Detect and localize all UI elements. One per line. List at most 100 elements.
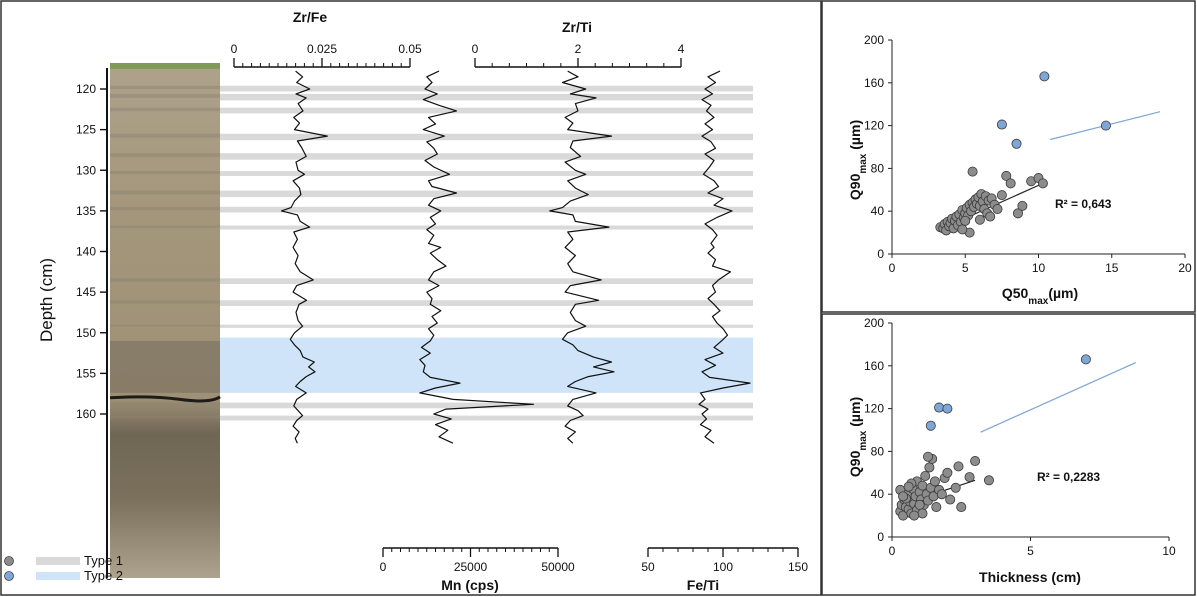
- frame-left: [0, 0, 822, 596]
- type1-band: [220, 300, 753, 306]
- data-point: [898, 491, 909, 502]
- data-point: [1100, 120, 1111, 131]
- depth-axis: 120 125 130 135 140 145 150 155 160 Depth (cm): [37, 68, 108, 578]
- data-point: [996, 119, 1007, 130]
- data-point: [920, 471, 931, 482]
- profile-zrfe: [280, 70, 328, 444]
- legend-type1-marker: [4, 556, 14, 566]
- data-point: [1001, 170, 1012, 181]
- x-tick-label: 10: [1032, 261, 1046, 275]
- y-tick-label: 40: [871, 204, 885, 218]
- legend: Type 1 Type 2: [4, 553, 123, 583]
- x-tick-label: 10: [1162, 544, 1176, 558]
- data-point: [964, 472, 975, 483]
- core-lamina: [110, 133, 220, 138]
- core-lamina: [110, 300, 220, 304]
- y-tick-label: 40: [871, 487, 885, 501]
- zrfe-tick-label: 0: [231, 42, 238, 56]
- data-point: [1039, 71, 1050, 82]
- data-point: [1011, 138, 1022, 149]
- y-tick-label: 0: [877, 247, 884, 261]
- data-point: [924, 462, 935, 473]
- x-tick-label: 0: [889, 544, 896, 558]
- zrfe-axis-title: Zr/Fe: [293, 9, 327, 25]
- event-bands: [220, 85, 753, 421]
- data-point: [917, 480, 928, 491]
- legend-type2-label: Type 2: [84, 568, 123, 583]
- zrti-axis-title: Zr/Ti: [562, 19, 592, 35]
- mn-tick-label: 50000: [541, 560, 575, 574]
- frame-top-right: [821, 0, 1196, 313]
- type1-band: [220, 415, 753, 421]
- data-point: [992, 204, 1003, 215]
- core-lamina: [110, 190, 220, 195]
- type1-band: [220, 190, 753, 198]
- core-lamina: [110, 107, 220, 112]
- data-point: [923, 451, 934, 462]
- feti-tick-label: 150: [788, 560, 808, 574]
- data-point: [960, 215, 971, 226]
- data-point: [974, 214, 985, 225]
- x-tick-label: 5: [1027, 544, 1034, 558]
- feti-axis: 50 100 150 Fe/Ti: [641, 547, 808, 593]
- x-tick-label: 15: [1105, 261, 1119, 275]
- x-tick-label: 0: [889, 261, 896, 275]
- data-point: [936, 489, 947, 500]
- data-point: [983, 475, 994, 486]
- y-tick-label: 80: [871, 161, 885, 175]
- mn-axis-title: Mn (cps): [441, 577, 499, 593]
- core-lamina: [110, 206, 220, 211]
- data-point: [931, 502, 942, 513]
- x-tick-label: 5: [962, 261, 969, 275]
- depth-tick-label: 150: [76, 326, 96, 340]
- y-tick-label: 0: [877, 530, 884, 544]
- data-point: [1037, 178, 1048, 189]
- y-tick-label: 120: [864, 119, 884, 133]
- y-tick-label: 200: [864, 316, 884, 330]
- profile-mncps: [419, 70, 535, 444]
- x-axis-label: Thickness (cm): [979, 569, 1081, 585]
- core-lamina: [110, 278, 220, 282]
- mn-tick-label: 25000: [454, 560, 488, 574]
- scatter-q90-vs-thickness: 0 5 10 0 40 80 120 160 200 R² = 0,2283 Thickness (…: [847, 316, 1176, 585]
- profile-feti: [698, 70, 751, 444]
- mn-tick-label: 0: [380, 560, 387, 574]
- type1-band: [220, 93, 753, 101]
- type1-band: [220, 225, 753, 230]
- depth-tick-label: 155: [76, 366, 96, 380]
- depth-axis-label: Depth (cm): [37, 258, 56, 342]
- zrfe-tick-label: 0.05: [398, 42, 422, 56]
- data-point: [942, 403, 953, 414]
- data-point: [914, 499, 925, 510]
- legend-type1-swatch: [36, 557, 80, 565]
- data-point: [1080, 354, 1091, 365]
- data-point: [925, 420, 936, 431]
- core-lamina: [110, 85, 220, 90]
- type1-band: [220, 171, 753, 176]
- feti-tick-label: 50: [641, 560, 655, 574]
- zrti-tick-label: 4: [678, 42, 685, 56]
- r2-annotation: R² = 0,2283: [1037, 470, 1100, 484]
- data-point: [945, 494, 956, 505]
- data-point: [953, 461, 964, 472]
- legend-type2-marker: [4, 571, 14, 581]
- y-tick-label: 160: [864, 359, 884, 373]
- y-tick-label: 160: [864, 76, 884, 90]
- data-point: [909, 510, 920, 521]
- mn-axis: 0 25000 50000 Mn (cps): [380, 547, 575, 593]
- type2-band: [220, 337, 753, 393]
- legend-type1-label: Type 1: [84, 553, 123, 568]
- core-photo: [109, 63, 221, 578]
- type1-band: [220, 206, 753, 213]
- trendline: [980, 362, 1137, 433]
- data-point: [950, 482, 961, 493]
- depth-tick-label: 160: [76, 407, 96, 421]
- core-crack: [109, 395, 221, 403]
- data-point: [942, 467, 953, 478]
- data-point: [917, 508, 928, 519]
- zrfe-tick-label: 0.025: [307, 42, 337, 56]
- core-dark-unit: [110, 340, 220, 393]
- data-point: [985, 211, 996, 222]
